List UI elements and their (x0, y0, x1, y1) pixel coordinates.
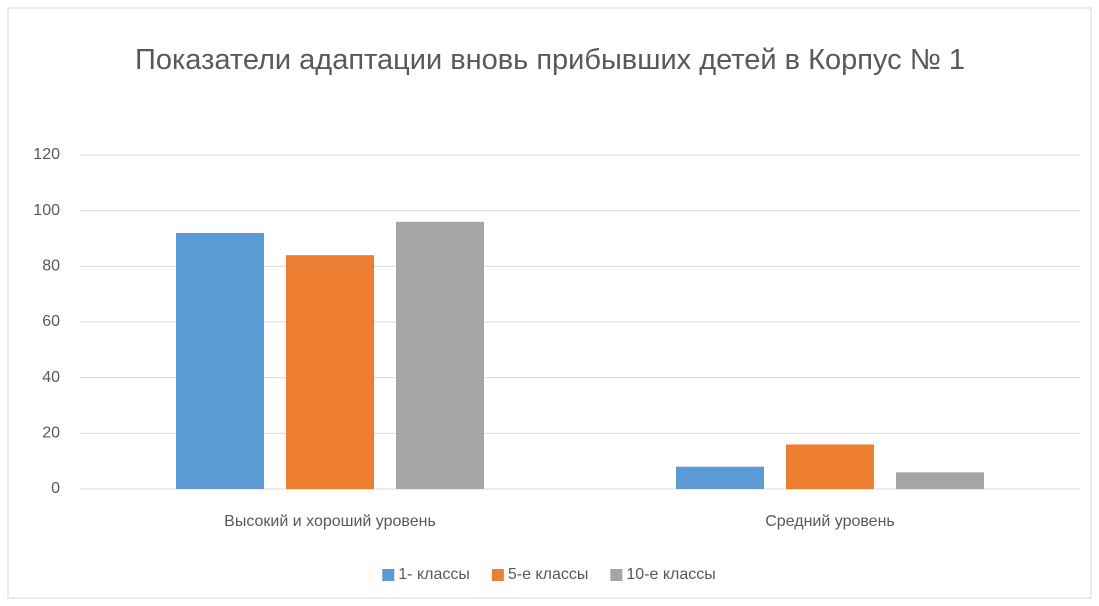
legend-label: 1- классы (398, 566, 470, 583)
bar (786, 444, 874, 489)
y-tick-label: 0 (51, 480, 60, 497)
legend-label: 5-е классы (508, 566, 588, 583)
bar (286, 255, 374, 489)
bar (676, 466, 764, 489)
legend-label: 10-е классы (626, 566, 715, 583)
legend-swatch (610, 569, 623, 581)
y-tick-label: 60 (42, 313, 60, 330)
x-tick-label: Высокий и хороший уровень (224, 513, 436, 530)
bar (176, 232, 264, 489)
y-tick-label: 80 (42, 258, 60, 275)
chart-title: Показатели адаптации вновь прибывших дет… (134, 44, 966, 76)
bar (396, 221, 484, 490)
y-tick-label: 40 (42, 369, 60, 386)
y-tick-label: 100 (33, 202, 60, 219)
x-tick-label: Средний уровень (765, 513, 895, 530)
bar (896, 472, 984, 489)
legend-swatch (382, 569, 395, 581)
chart-border (7, 7, 1092, 599)
y-tick-label: 120 (33, 146, 60, 163)
legend-swatch (491, 569, 504, 581)
y-tick-label: 20 (42, 425, 60, 442)
